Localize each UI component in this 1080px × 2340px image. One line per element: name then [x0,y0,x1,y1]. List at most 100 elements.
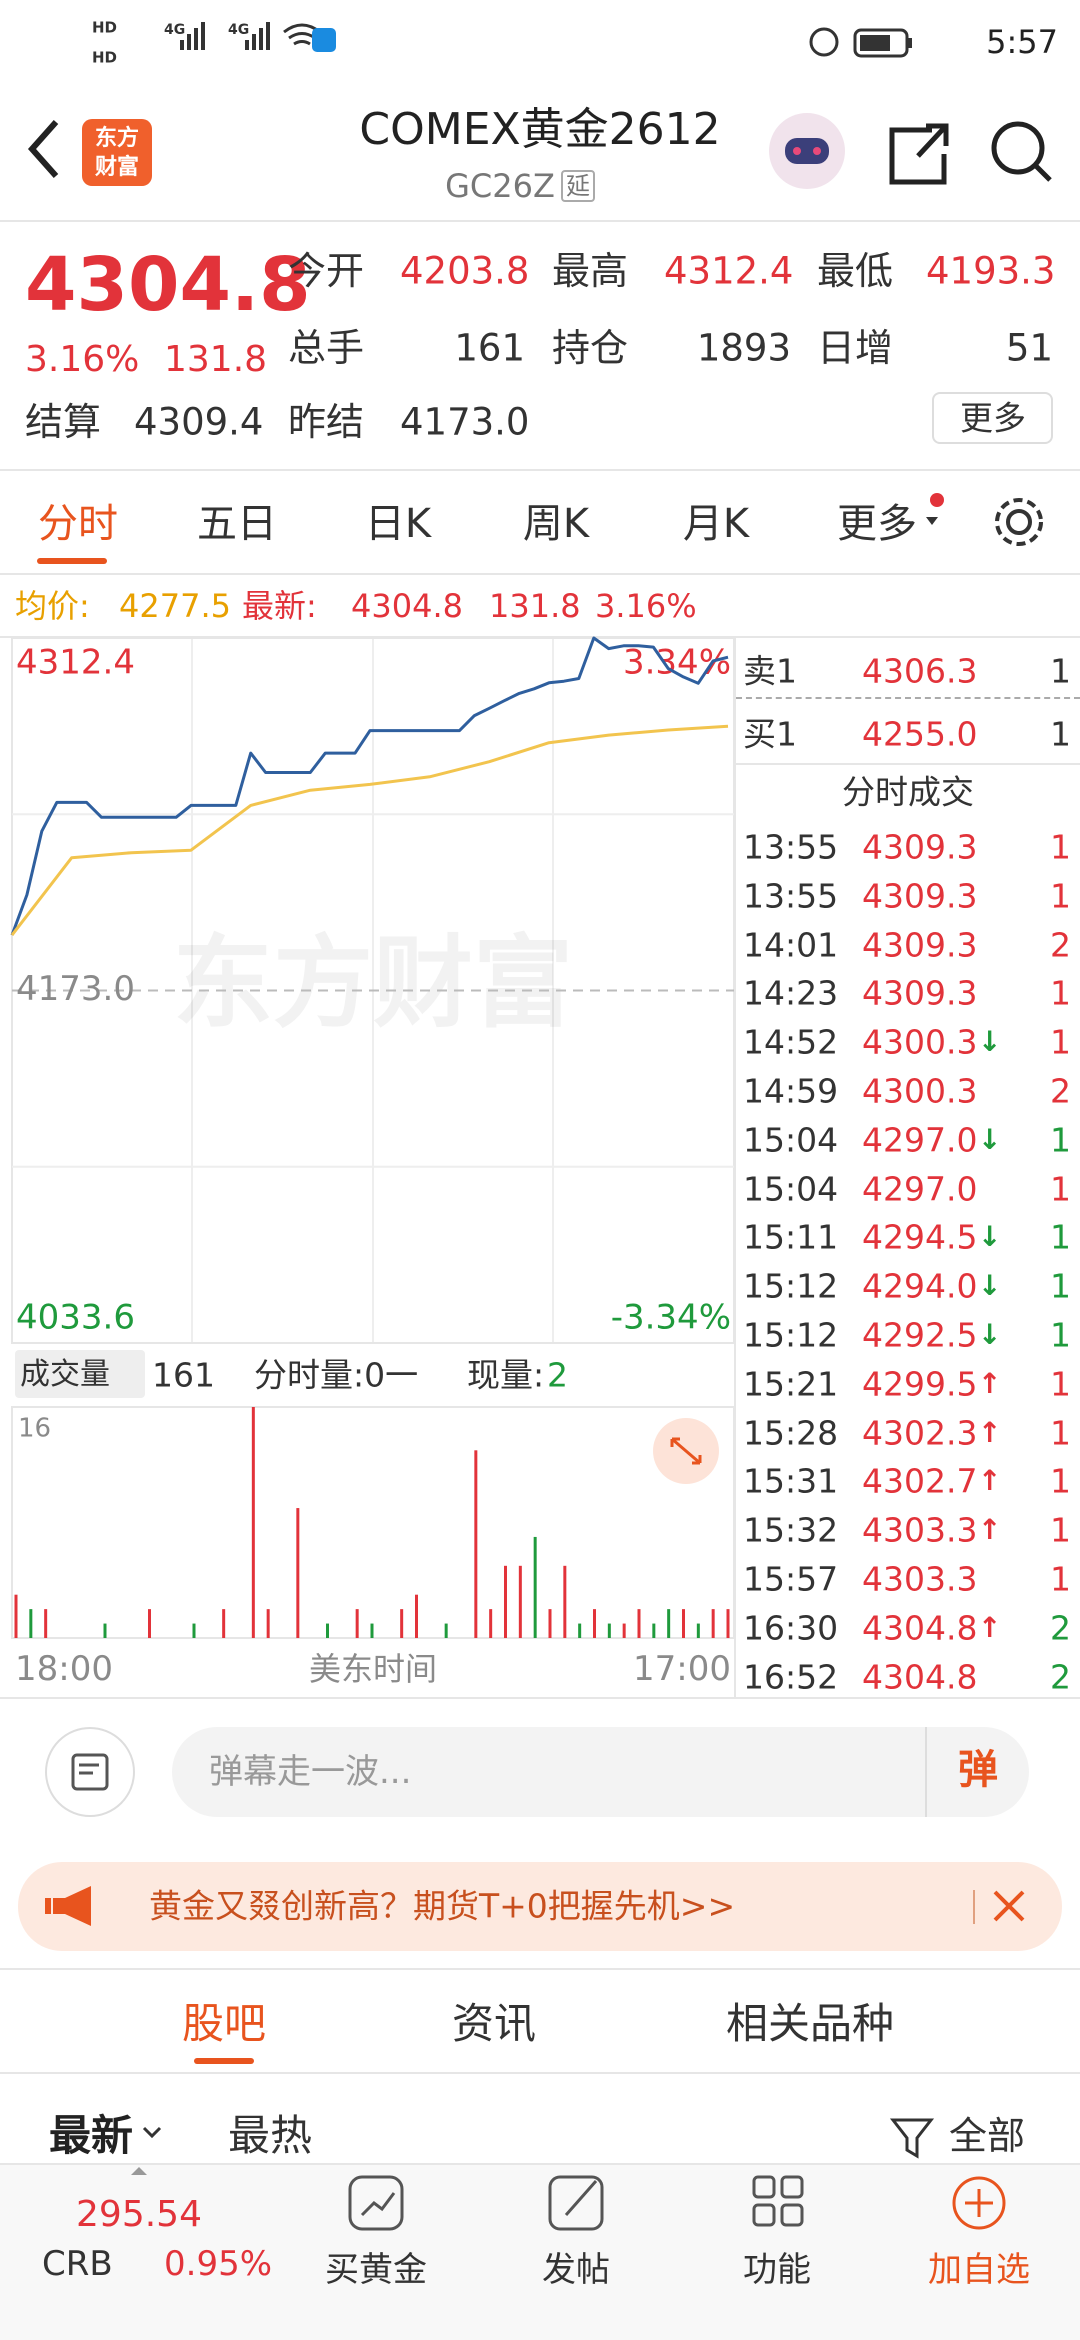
banner-close[interactable] [993,1890,1025,1922]
nav-icon[interactable] [348,2175,404,2231]
avg-price: 4277.5 [119,587,231,625]
nav-label[interactable]: 功能 [743,2250,811,2290]
trade-qty: 1 [1050,827,1071,867]
nav-label[interactable]: 买黄金 [325,2250,427,2290]
trade-time: 14:23 [743,973,839,1013]
current-volume: 2 [547,1355,568,1395]
filter-all[interactable]: 全部 [949,2114,1026,2158]
trade-time: 15:57 [743,1559,839,1599]
status-right-icons [809,27,912,58]
trade-qty: 1 [1050,1022,1071,1062]
volume-mode: 分时量:0一 [254,1355,419,1395]
volume-bar [489,1609,493,1638]
trade-price: 4300.3 [862,1022,978,1062]
last-price-summary: 4304.8 [351,587,463,625]
trade-qty: 1 [1050,1461,1071,1501]
promo-banner[interactable] [18,1862,1062,1951]
trade-price: 4297.0 [862,1120,978,1160]
volume-bar [711,1609,715,1638]
chart-tab[interactable]: 月K [682,501,750,547]
contract-code: GC26Z [445,167,555,205]
field-value: 4312.4 [664,249,794,293]
trades-title: 分时成交 [842,772,974,812]
volume-bar [415,1594,418,1638]
book-qty: 1 [1050,651,1071,691]
back-button[interactable] [27,120,59,178]
volume-label: 成交量 [20,1357,110,1392]
trade-qty: 2 [1050,1071,1071,1111]
chart-tab[interactable]: 分时 [38,501,118,547]
x-axis-label: 美东时间 [308,1650,438,1688]
trade-qty: 2 [1050,1657,1071,1697]
field-value: 4203.8 [400,249,530,293]
filter-icons [142,2118,935,2159]
logo-text: 东方 [94,126,140,151]
volume-bar [504,1565,507,1638]
section-tab[interactable]: 股吧 [181,1999,267,2048]
nav-label[interactable]: 加自选 [928,2250,1030,2290]
share-button[interactable] [889,123,949,185]
trade-qty: 2 [1050,1608,1071,1648]
danmaku-button[interactable]: 弹 [958,1747,998,1793]
book-label: 买1 [743,714,797,754]
volume-bar [637,1609,641,1638]
comment-input[interactable] [172,1727,1029,1817]
avg-label: 均价: [15,587,90,625]
trade-direction: ↑ [978,1415,1002,1449]
volume-bar [518,1565,522,1638]
nav-label[interactable]: 发帖 [542,2250,610,2290]
pct-summary: 3.16% [595,587,697,625]
header-icons [27,113,1052,189]
nav-icon[interactable] [548,2175,604,2231]
trade-direction: ↓ [978,1220,1002,1254]
trade-direction: ↑ [978,1610,1002,1644]
x-tick-label: 17:00 [633,1649,731,1689]
volume-bar [355,1609,359,1638]
trade-direction: ↑ [978,1464,1002,1498]
volume-bar [29,1609,33,1638]
field-value: 4309.4 [134,400,264,444]
tab-underline [37,558,107,564]
field-label: 昨结 [288,400,365,444]
sort-latest[interactable]: 最新 [49,2111,134,2160]
trade-direction: ↑ [978,1513,1002,1547]
chart-frame [11,1406,735,1639]
current-volume-label: 现量: [467,1355,545,1395]
volume-bar [400,1609,404,1638]
volume-bar [622,1623,626,1638]
banner-icons [45,1886,1025,1926]
watermark: 东方财富 [173,924,573,1041]
chart-tab[interactable]: 周K [522,501,590,547]
trade-time: 15:32 [743,1510,839,1550]
nav-icon[interactable] [752,2175,804,2227]
trade-qty: 1 [1050,876,1071,916]
field-label: 持仓 [552,326,629,370]
trade-time: 16:30 [743,1608,839,1648]
sort-hot[interactable]: 最热 [228,2111,313,2160]
volume-bar [652,1623,656,1638]
trade-price: 4302.7 [862,1461,978,1501]
trade-price: 4309.3 [862,925,978,965]
chart-tab[interactable]: 日K [364,501,432,547]
book-divider [736,697,1080,699]
search-button[interactable] [991,121,1045,175]
panel-divider [734,638,736,1698]
volume-bar [296,1508,300,1638]
trade-qty: 1 [1050,1266,1071,1306]
trade-time: 15:28 [743,1413,839,1453]
section-tab[interactable]: 相关品种 [725,1999,895,2048]
trade-qty: 1 [1050,1315,1071,1355]
y2-tick-label: -3.34% [611,1298,731,1338]
chart-tab[interactable]: 五日 [197,501,277,547]
trade-qty: 1 [1050,1217,1071,1257]
volume-bar [326,1623,329,1638]
nav-icon[interactable] [952,2176,1006,2230]
more-button[interactable] [932,392,1053,444]
section-tab[interactable]: 资讯 [451,1999,537,2048]
trade-qty: 1 [1050,1510,1071,1550]
chart-tab[interactable]: 更多 [837,501,917,547]
price-line [10,636,729,936]
volume-selector[interactable] [15,1350,145,1398]
